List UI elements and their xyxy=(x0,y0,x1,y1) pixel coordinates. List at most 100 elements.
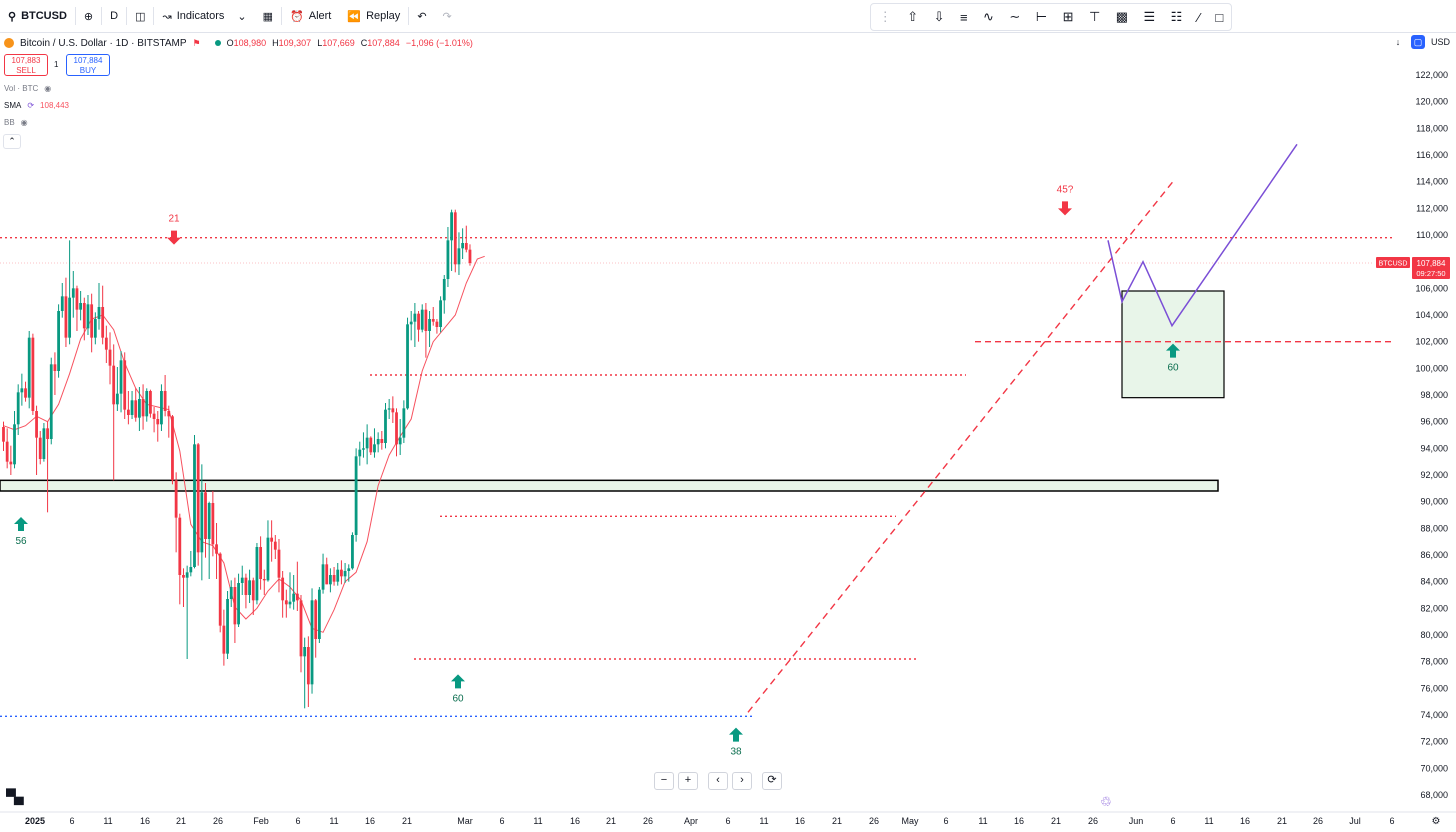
elliott-wave-icon[interactable]: ∼ xyxy=(1009,9,1021,24)
eye-hidden-icon[interactable]: ◉ xyxy=(20,118,28,127)
time-tick-label: Jul xyxy=(1349,816,1361,826)
indicator-bb[interactable]: BB ◉ xyxy=(4,118,28,127)
alert-button[interactable]: ⏰ Alert xyxy=(282,0,339,32)
candle-body xyxy=(387,408,391,410)
parallel-channel-icon[interactable]: ≡ xyxy=(959,9,968,25)
annotation-label: 60 xyxy=(452,693,464,704)
price-tick-label: 98,000 xyxy=(1420,390,1448,400)
candle-body xyxy=(64,296,68,338)
indicators-label: Indicators xyxy=(176,10,225,22)
price-tick-label: 100,000 xyxy=(1415,363,1448,373)
candle-body xyxy=(13,424,16,465)
candle-body xyxy=(93,319,97,338)
bars-pattern-icon[interactable]: ▩ xyxy=(1115,9,1129,24)
tradingview-logo-icon: ▀▄ xyxy=(6,788,24,804)
compare-button[interactable]: ⊕ xyxy=(76,0,101,32)
flag-icon[interactable]: ⚑ xyxy=(192,37,201,48)
time-tick-label: 6 xyxy=(69,816,74,826)
fib-extension-icon[interactable]: ☷ xyxy=(1170,9,1183,24)
eye-hidden-icon[interactable]: ◉ xyxy=(44,84,52,93)
candle-body xyxy=(138,399,141,418)
indicator-sma[interactable]: SMA ⟳ 108,443 xyxy=(4,101,69,110)
indicators-button[interactable]: ↝ Indicators ⌄ xyxy=(154,0,254,32)
change-value: −1,096 (−1.01%) xyxy=(405,38,473,48)
price-tick-label: 68,000 xyxy=(1420,790,1448,800)
toolbar-divider xyxy=(101,7,103,25)
annotation-label: 38 xyxy=(730,747,742,758)
redo-icon: ↷ xyxy=(442,10,452,23)
replay-button[interactable]: ⏪ Replay xyxy=(339,0,408,32)
time-tick-label: 11 xyxy=(103,816,112,826)
indicator-volume[interactable]: Vol · BTC ◉ xyxy=(4,84,51,93)
arrow-down-icon[interactable]: ↓ xyxy=(1395,37,1401,47)
candle-body xyxy=(398,437,402,445)
trendline-layer xyxy=(747,178,1176,713)
candle-body xyxy=(321,564,325,590)
symbol-search[interactable]: ⚲ BTCUSD xyxy=(0,0,75,32)
sell-price: 107,883 xyxy=(11,56,41,65)
candle-body xyxy=(413,313,417,322)
price-range-icon[interactable]: ⊤ xyxy=(1088,9,1101,24)
toolbar-divider xyxy=(153,7,155,25)
time-tick-label: 11 xyxy=(533,816,542,826)
sell-button[interactable]: 107,883 SELL xyxy=(4,54,48,76)
trend-line-icon[interactable]: ∕ xyxy=(1197,9,1200,25)
low-label: L xyxy=(317,38,323,48)
rectangle-icon[interactable]: □ xyxy=(1215,9,1224,25)
zoom-out-button[interactable]: − xyxy=(654,772,674,790)
zoom-in-button[interactable]: + xyxy=(678,772,698,790)
candle-body xyxy=(391,408,395,413)
drag-handle-icon[interactable]: ⋮ xyxy=(878,9,892,24)
scroll-right-button[interactable]: › xyxy=(732,772,752,790)
candle-body xyxy=(86,304,90,329)
undo-button[interactable]: ↶ xyxy=(409,0,434,32)
candle-body xyxy=(71,288,75,298)
candle-body xyxy=(20,388,24,393)
chart-legend: Bitcoin / U.S. Dollar · 1D · BITSTAMP ⚑ … xyxy=(4,36,473,50)
plus-circle-icon: ⊕ xyxy=(83,10,94,23)
layouts-button[interactable]: ▦ xyxy=(255,0,281,32)
time-tick-label: 21 xyxy=(832,816,842,826)
price-tick-label: 120,000 xyxy=(1415,97,1448,107)
arrow-down-marker-icon[interactable]: ⇩ xyxy=(933,9,945,24)
price-tick-label: 112,000 xyxy=(1416,203,1448,213)
pattern-icon[interactable]: ∿ xyxy=(983,9,994,24)
undo-icon: ↶ xyxy=(417,10,427,23)
alarm-clock-icon: ⏰ xyxy=(290,10,304,23)
redo-button[interactable]: ↷ xyxy=(435,0,460,32)
candle-body xyxy=(336,569,340,582)
candle-body xyxy=(97,307,101,319)
price-tick-label: 88,000 xyxy=(1420,523,1448,533)
price-tick-label: 82,000 xyxy=(1420,603,1448,613)
price-tick-label: 118,000 xyxy=(1416,123,1448,133)
candle-body xyxy=(420,309,424,330)
arrow-up-icon xyxy=(729,727,743,742)
annotation-label: 60 xyxy=(1167,363,1179,374)
date-range-icon[interactable]: ⊢ xyxy=(1035,9,1048,24)
sell-label: SELL xyxy=(16,66,36,75)
chart-settings-icon[interactable]: ▢ xyxy=(1410,35,1425,49)
interval-button[interactable]: D xyxy=(102,0,126,32)
currency-label[interactable]: USD xyxy=(1430,37,1450,47)
time-axis: 2025 6 11 16 21 26 Feb 6 11 16 21 Mar 6 11 16 21 26 Apr 6 1… xyxy=(0,795,1456,827)
fib-retracement-icon[interactable]: ☰ xyxy=(1143,9,1156,24)
candle-body xyxy=(358,449,362,457)
buy-button[interactable]: 107,884 BUY xyxy=(66,54,110,76)
chart-type-button[interactable]: ◫ xyxy=(127,0,153,32)
low-value: 107,669 xyxy=(322,38,355,48)
time-tick-label: 26 xyxy=(1088,816,1098,826)
long-position-icon[interactable]: ⊞ xyxy=(1062,9,1074,24)
scroll-left-button[interactable]: ‹ xyxy=(708,772,728,790)
search-icon: ⚲ xyxy=(8,10,17,23)
arrow-down-icon xyxy=(1058,201,1072,216)
candle-body xyxy=(340,569,343,577)
arrow-up-marker-icon[interactable]: ⇧ xyxy=(907,9,919,24)
candle-body xyxy=(49,364,53,439)
symbol-tag-bg xyxy=(1376,257,1410,268)
settings-gear-icon: ⚙ xyxy=(1432,816,1441,827)
collapse-legend-button[interactable]: ⌃ xyxy=(3,134,21,149)
reset-chart-button[interactable]: ⟳ xyxy=(762,772,782,790)
candle-body xyxy=(248,580,251,595)
market-open-dot-icon xyxy=(214,40,221,46)
